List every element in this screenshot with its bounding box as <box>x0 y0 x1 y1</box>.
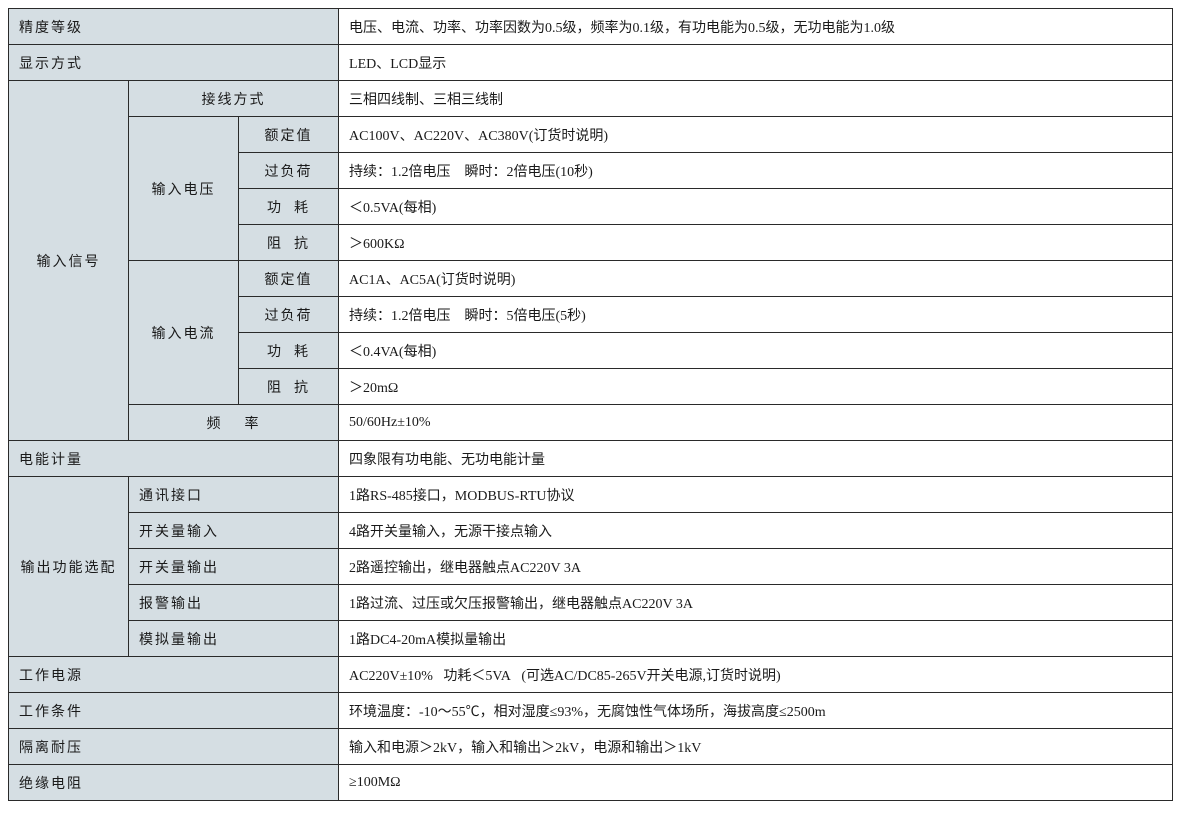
value-accuracy: 电压、电流、功率、功率因数为0.5级，频率为0.1级，有功电能为0.5级，无功电… <box>339 9 1173 45</box>
value-alarm: 1路过流、过压或欠压报警输出，继电器触点AC220V 3A <box>339 585 1173 621</box>
label-isolation: 隔离耐压 <box>9 729 339 765</box>
label-c-impedance: 阻 抗 <box>239 369 339 405</box>
label-c-rated: 额定值 <box>239 261 339 297</box>
value-analog: 1路DC4-20mA模拟量输出 <box>339 621 1173 657</box>
value-v-power: ＜0.5VA(每相) <box>339 189 1173 225</box>
table-row: 精度等级 电压、电流、功率、功率因数为0.5级，频率为0.1级，有功电能为0.5… <box>9 9 1173 45</box>
value-display: LED、LCD显示 <box>339 45 1173 81</box>
table-row: 隔离耐压 输入和电源＞2kV，输入和输出＞2kV，电源和输出＞1kV <box>9 729 1173 765</box>
label-alarm: 报警输出 <box>129 585 339 621</box>
table-row: 绝缘电阻 ≥100MΩ <box>9 765 1173 801</box>
label-c-overload: 过负荷 <box>239 297 339 333</box>
label-do: 开关量输出 <box>129 549 339 585</box>
label-input-current: 输入电流 <box>129 261 239 405</box>
label-v-overload: 过负荷 <box>239 153 339 189</box>
label-insulation: 绝缘电阻 <box>9 765 339 801</box>
table-row: 工作电源 AC220V±10% 功耗＜5VA (可选AC/DC85-265V开关… <box>9 657 1173 693</box>
label-wiring: 接线方式 <box>129 81 339 117</box>
table-row: 模拟量输出 1路DC4-20mA模拟量输出 <box>9 621 1173 657</box>
value-v-impedance: ＞600KΩ <box>339 225 1173 261</box>
label-output: 输出功能选配 <box>9 477 129 657</box>
value-v-overload: 持续：1.2倍电压 瞬时：2倍电压(10秒) <box>339 153 1173 189</box>
value-c-overload: 持续：1.2倍电压 瞬时：5倍电压(5秒) <box>339 297 1173 333</box>
label-comm: 通讯接口 <box>129 477 339 513</box>
value-v-rated: AC100V、AC220V、AC380V(订货时说明) <box>339 117 1173 153</box>
value-energy: 四象限有功电能、无功电能计量 <box>339 441 1173 477</box>
value-isolation: 输入和电源＞2kV，输入和输出＞2kV，电源和输出＞1kV <box>339 729 1173 765</box>
table-row: 输入信号 接线方式 三相四线制、三相三线制 <box>9 81 1173 117</box>
label-c-power: 功 耗 <box>239 333 339 369</box>
label-frequency: 频 率 <box>129 405 339 441</box>
table-row: 输入电压 额定值 AC100V、AC220V、AC380V(订货时说明) <box>9 117 1173 153</box>
table-row: 开关量输出 2路遥控输出，继电器触点AC220V 3A <box>9 549 1173 585</box>
table-row: 频 率 50/60Hz±10% <box>9 405 1173 441</box>
label-input-signal: 输入信号 <box>9 81 129 441</box>
value-power: AC220V±10% 功耗＜5VA (可选AC/DC85-265V开关电源,订货… <box>339 657 1173 693</box>
value-di: 4路开关量输入，无源干接点输入 <box>339 513 1173 549</box>
value-insulation: ≥100MΩ <box>339 765 1173 801</box>
label-energy: 电能计量 <box>9 441 339 477</box>
label-v-power: 功 耗 <box>239 189 339 225</box>
label-di: 开关量输入 <box>129 513 339 549</box>
table-row: 显示方式 LED、LCD显示 <box>9 45 1173 81</box>
value-do: 2路遥控输出，继电器触点AC220V 3A <box>339 549 1173 585</box>
label-accuracy: 精度等级 <box>9 9 339 45</box>
value-c-impedance: ＞20mΩ <box>339 369 1173 405</box>
label-input-voltage: 输入电压 <box>129 117 239 261</box>
value-wiring: 三相四线制、三相三线制 <box>339 81 1173 117</box>
value-c-rated: AC1A、AC5A(订货时说明) <box>339 261 1173 297</box>
table-row: 输入电流 额定值 AC1A、AC5A(订货时说明) <box>9 261 1173 297</box>
label-analog: 模拟量输出 <box>129 621 339 657</box>
table-row: 报警输出 1路过流、过压或欠压报警输出，继电器触点AC220V 3A <box>9 585 1173 621</box>
table-row: 开关量输入 4路开关量输入，无源干接点输入 <box>9 513 1173 549</box>
value-condition: 环境温度：-10～55℃，相对湿度≤93%，无腐蚀性气体场所，海拔高度≤2500… <box>339 693 1173 729</box>
label-display: 显示方式 <box>9 45 339 81</box>
table-row: 输出功能选配 通讯接口 1路RS-485接口，MODBUS-RTU协议 <box>9 477 1173 513</box>
label-v-rated: 额定值 <box>239 117 339 153</box>
table-row: 工作条件 环境温度：-10～55℃，相对湿度≤93%，无腐蚀性气体场所，海拔高度… <box>9 693 1173 729</box>
label-v-impedance: 阻 抗 <box>239 225 339 261</box>
table-row: 电能计量 四象限有功电能、无功电能计量 <box>9 441 1173 477</box>
label-condition: 工作条件 <box>9 693 339 729</box>
value-c-power: ＜0.4VA(每相) <box>339 333 1173 369</box>
label-power: 工作电源 <box>9 657 339 693</box>
value-comm: 1路RS-485接口，MODBUS-RTU协议 <box>339 477 1173 513</box>
value-frequency: 50/60Hz±10% <box>339 405 1173 441</box>
spec-table: 精度等级 电压、电流、功率、功率因数为0.5级，频率为0.1级，有功电能为0.5… <box>8 8 1173 801</box>
